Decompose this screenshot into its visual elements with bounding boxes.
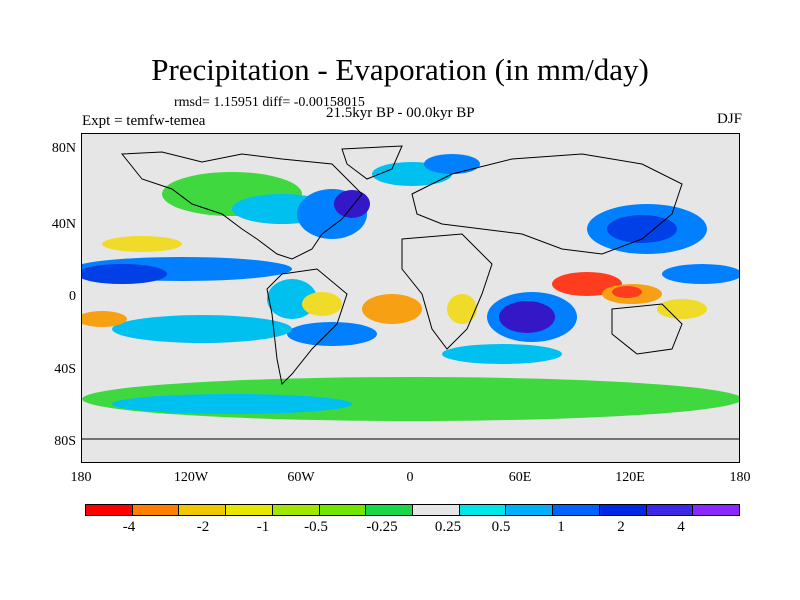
south-pacific-wet <box>112 315 292 343</box>
north-pacific-dry <box>102 236 182 252</box>
lon-label-120e: 120E <box>615 470 645 485</box>
colorbar-cell <box>646 505 694 515</box>
colorbar-cell <box>553 505 600 515</box>
lat-label-80s: 80S <box>54 434 76 449</box>
colorbar-label: 0.5 <box>491 519 511 535</box>
indian-ocean-core <box>499 301 555 333</box>
south-atlantic-wet <box>287 322 377 346</box>
southern-ocean-wet <box>112 394 352 414</box>
colorbar-cell <box>132 505 180 515</box>
chart-title: Precipitation - Evaporation (in mm/day) <box>151 52 649 87</box>
map-panel <box>81 133 740 463</box>
colorbar-cell <box>459 505 507 515</box>
australia-coast <box>611 303 683 355</box>
southern-africa-dry <box>447 294 477 324</box>
lat-label-40s: 40S <box>54 362 76 377</box>
colorbar-cell <box>599 505 647 515</box>
colorbar <box>85 504 740 516</box>
experiment-label: Expt = temfw-temea <box>82 113 206 129</box>
colorbar-cell <box>506 505 554 515</box>
lat-label-eq: 0 <box>69 289 76 304</box>
colorbar-label: -0.5 <box>304 519 328 535</box>
lon-label-60e: 60E <box>508 470 532 485</box>
eurasia-coast <box>411 153 683 255</box>
south-atlantic-dry <box>362 294 422 324</box>
maritime-continent-dry <box>552 272 622 296</box>
kuroshio-core <box>607 215 677 243</box>
colorbar-cell <box>366 505 414 515</box>
west-pacific-wet <box>82 264 167 284</box>
south-indian-wet <box>442 344 562 364</box>
period-label: 21.5kyr BP - 00.0kyr BP <box>326 105 475 121</box>
lat-label-40n: 40N <box>51 217 76 232</box>
colorbar-cell <box>226 505 273 515</box>
east-pacific-wet <box>662 264 739 284</box>
colorbar-label: 1 <box>557 519 565 535</box>
colorbar-label: 2 <box>617 519 625 535</box>
rmsd-diff-stats: rmsd= 1.15951 diff= -0.00158015 <box>174 95 365 110</box>
colorbar-label: -2 <box>196 519 210 535</box>
colorbar-cell <box>86 505 133 515</box>
lat-label-80n: 80N <box>51 141 76 156</box>
colorbar-label: -4 <box>122 519 136 535</box>
lon-label-180e: 180 <box>729 470 751 485</box>
colorbar-cell <box>413 505 460 515</box>
colorbar-cell <box>319 505 367 515</box>
south-america-coast <box>266 268 348 386</box>
lon-label-60w: 60W <box>287 470 315 485</box>
colorbar-cell <box>179 505 227 515</box>
south-pacific-dry <box>82 311 127 327</box>
brazil-dry <box>302 292 342 316</box>
colorbar-label: 4 <box>677 519 685 535</box>
colorbar-label: -1 <box>256 519 270 535</box>
lon-label-0: 0 <box>406 470 414 485</box>
north-atlantic-core <box>334 190 370 218</box>
colorbar-label: -0.25 <box>366 519 398 535</box>
southwest-pacific-dry <box>657 299 707 319</box>
colorbar-label: 0.25 <box>434 519 462 535</box>
lon-label-120w: 120W <box>173 470 209 485</box>
greenland-coast <box>341 145 403 180</box>
scandinavia-wet <box>424 154 480 174</box>
africa-coast <box>401 233 493 350</box>
colorbar-cell <box>272 505 320 515</box>
season-label: DJF <box>716 111 742 127</box>
colorbar-cell <box>693 505 740 515</box>
indonesia-dry-core <box>612 286 642 298</box>
coastlines <box>82 145 739 440</box>
pe-map <box>82 134 739 462</box>
north-america-coast <box>120 151 363 260</box>
lon-label-180w: 180 <box>70 470 92 485</box>
